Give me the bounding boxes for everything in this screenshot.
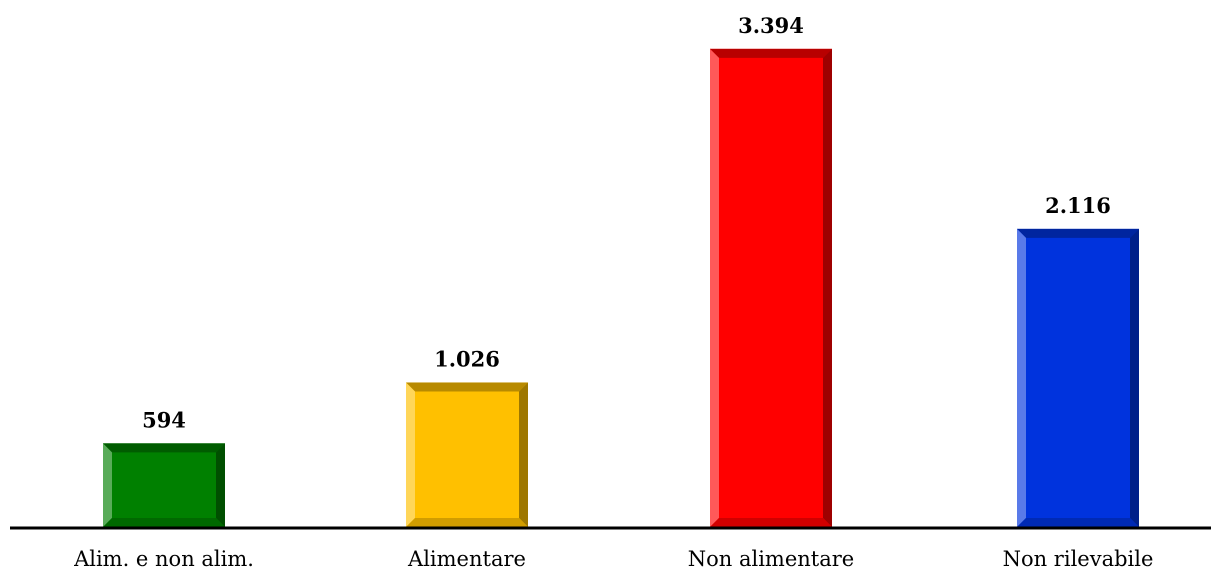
category-label: Alim. e non alim. <box>73 547 254 571</box>
bar-bevel-right <box>216 443 225 527</box>
bar-3 <box>710 48 832 527</box>
bar-bevel-bottom <box>103 518 225 527</box>
data-label: 594 <box>142 407 186 432</box>
bar-bevel-top <box>406 382 528 392</box>
bar-2 <box>406 382 528 527</box>
bar-bevel-right <box>519 382 528 527</box>
data-label: 1.026 <box>434 346 500 371</box>
category-label: Alimentare <box>407 547 526 571</box>
bar-bevel-left <box>710 48 719 527</box>
bar-bevel-left <box>406 382 415 527</box>
bar-bevel-right <box>823 48 832 527</box>
bar-4 <box>1017 228 1139 527</box>
category-label: Non rilevabile <box>1003 547 1154 571</box>
bar-bevel-top <box>103 443 225 453</box>
bar-bevel-top <box>1017 228 1139 238</box>
bar-bevel-left <box>103 443 112 527</box>
bar-face <box>103 443 225 527</box>
bar-bevel-bottom <box>710 518 832 527</box>
bar-bevel-bottom <box>406 518 528 527</box>
bar-face <box>406 382 528 527</box>
bars-layer <box>103 48 1139 527</box>
bar-1 <box>103 443 225 527</box>
bar-bevel-left <box>1017 228 1026 527</box>
category-label: Non alimentare <box>688 547 854 571</box>
data-label: 2.116 <box>1045 193 1111 218</box>
labels-layer: 594 Alim. e non alim. 1.026 Alimentare 3.394… <box>73 13 1153 571</box>
bar-face <box>1017 228 1139 527</box>
data-label: 3.394 <box>738 13 804 38</box>
bar-bevel-bottom <box>1017 518 1139 527</box>
bar-face <box>710 48 832 527</box>
bar-bevel-top <box>710 48 832 58</box>
bar-bevel-right <box>1130 228 1139 527</box>
